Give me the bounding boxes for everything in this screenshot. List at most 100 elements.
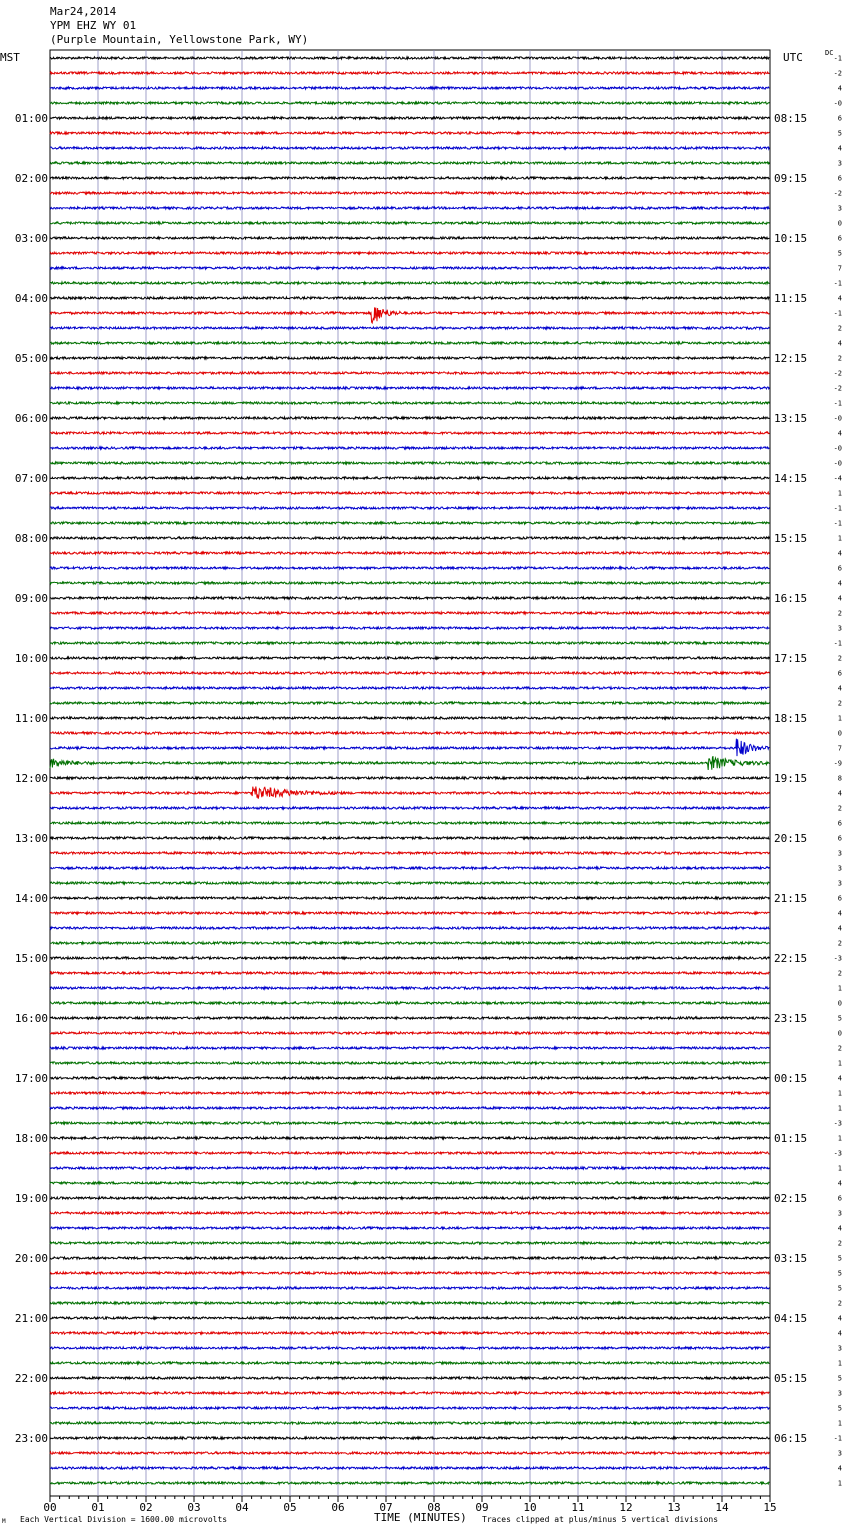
- dc-offset-label: -9: [834, 760, 842, 768]
- dc-offset-label: 4: [838, 430, 842, 438]
- seismic-trace-48: [49, 756, 770, 771]
- x-tick-label: 02: [139, 1501, 152, 1514]
- dc-offset-label: 3: [838, 160, 842, 168]
- right-hour-label: 18:15: [774, 712, 807, 725]
- dc-offset-label: 1: [838, 1105, 842, 1113]
- dc-offset-label: 7: [838, 265, 842, 273]
- seismic-trace-1: [49, 55, 770, 61]
- seismic-trace-72: [49, 1120, 770, 1126]
- dc-offset-label: 5: [838, 1405, 842, 1413]
- left-hour-label: 08:00: [15, 532, 48, 545]
- seismic-trace-95: [49, 1465, 770, 1471]
- seismic-trace-35: [49, 565, 770, 572]
- dc-offset-label: 4: [838, 1225, 842, 1233]
- seismic-trace-31: [49, 505, 770, 511]
- dc-offset-label: 2: [838, 1045, 842, 1053]
- left-hour-label: 23:00: [15, 1432, 48, 1445]
- dc-offset-label: 6: [838, 670, 842, 678]
- dc-offset-label: 3: [838, 1390, 842, 1398]
- seismic-trace-7: [49, 145, 770, 151]
- seismic-trace-61: [50, 955, 770, 962]
- station-location: (Purple Mountain, Yellowstone Park, WY): [50, 33, 309, 46]
- dc-offset-label: 4: [838, 1330, 842, 1338]
- dc-offset-label: 5: [838, 1270, 842, 1278]
- seismic-trace-69: [50, 1075, 770, 1081]
- dc-offset-label: 0: [838, 1000, 842, 1008]
- dc-offset-label: -0: [834, 100, 842, 108]
- seismic-trace-63: [49, 985, 770, 991]
- dc-offset-label: -4: [834, 475, 842, 483]
- right-hour-label: 17:15: [774, 652, 807, 665]
- seismic-trace-62: [49, 970, 770, 976]
- seismic-trace-5: [49, 115, 770, 121]
- dc-offset-label: 6: [838, 565, 842, 573]
- left-hour-label: 13:00: [15, 832, 48, 845]
- dc-offset-label: 4: [838, 925, 842, 933]
- seismic-trace-71: [49, 1105, 770, 1111]
- right-hour-label: 20:15: [774, 832, 807, 845]
- right-hour-label: 11:15: [774, 292, 807, 305]
- dc-offset-label: -3: [834, 1120, 842, 1128]
- left-hour-label: 03:00: [15, 232, 48, 245]
- seismic-trace-42: [49, 670, 770, 676]
- seismic-trace-20: [49, 340, 770, 346]
- dc-offset-label: 4: [838, 580, 842, 588]
- corner-mark: M: [2, 1518, 6, 1525]
- left-hour-label: 17:00: [15, 1072, 48, 1085]
- dc-offset-label: 2: [838, 1240, 842, 1248]
- dc-offset-label: 2: [838, 805, 842, 813]
- station-code: YPM EHZ WY 01: [50, 19, 137, 32]
- right-hour-label: 21:15: [774, 892, 807, 905]
- dc-offset-label: 5: [838, 130, 842, 138]
- seismic-trace-34: [49, 550, 770, 556]
- seismic-trace-80: [49, 1240, 770, 1246]
- left-hour-label: 07:00: [15, 472, 48, 485]
- right-timezone-label: UTC: [783, 51, 803, 64]
- dc-offset-label: 4: [838, 1075, 842, 1083]
- right-hour-label: 22:15: [774, 952, 807, 965]
- left-hour-label: 09:00: [15, 592, 48, 605]
- dc-offset-label: 3: [838, 1345, 842, 1353]
- seismic-trace-67: [49, 1045, 770, 1051]
- x-tick-label: 01: [91, 1501, 104, 1514]
- dc-offset-label: -0: [834, 445, 842, 453]
- right-hour-label: 04:15: [774, 1312, 807, 1325]
- seismic-trace-17: [49, 295, 770, 301]
- seismic-trace-60: [49, 940, 770, 946]
- x-tick-label: 09: [475, 1501, 488, 1514]
- seismic-trace-53: [49, 835, 770, 842]
- dc-offset-label: -0: [834, 460, 842, 468]
- seismic-trace-92: [49, 1420, 770, 1426]
- dc-offset-label: -0: [834, 415, 842, 423]
- seismic-trace-50: [49, 786, 770, 799]
- seismic-trace-19: [49, 325, 770, 331]
- dc-offset-label: 5: [838, 1285, 842, 1293]
- left-hour-label: 12:00: [15, 772, 48, 785]
- dc-offset-label: 6: [838, 835, 842, 843]
- dc-offset-label: 3: [838, 880, 842, 888]
- x-tick-label: 14: [715, 1501, 729, 1514]
- seismic-trace-70: [49, 1090, 770, 1097]
- seismic-trace-58: [49, 910, 770, 916]
- seismic-trace-91: [49, 1405, 770, 1411]
- seismic-trace-25: [49, 415, 770, 421]
- dc-offset-label: 1: [838, 490, 842, 498]
- dc-offset-label: 8: [838, 775, 842, 783]
- right-hour-label: 23:15: [774, 1012, 807, 1025]
- dc-offset-label: 2: [838, 325, 842, 333]
- right-hour-label: 19:15: [774, 772, 807, 785]
- seismic-trace-77: [50, 1195, 770, 1201]
- seismic-trace-30: [49, 490, 770, 496]
- dc-offset-label: 6: [838, 235, 842, 243]
- seismic-trace-96: [49, 1480, 770, 1487]
- seismic-trace-36: [49, 580, 770, 586]
- scale-note: Each Vertical Division = 1600.00 microvo…: [20, 1515, 228, 1524]
- right-hour-label: 00:15: [774, 1072, 807, 1085]
- seismic-trace-8: [49, 160, 770, 166]
- seismic-trace-65: [49, 1015, 770, 1021]
- seismic-trace-59: [49, 925, 770, 931]
- dc-offset-label: 0: [838, 1030, 842, 1038]
- left-hour-label: 22:00: [15, 1372, 48, 1385]
- seismic-trace-84: [49, 1300, 770, 1306]
- seismic-trace-32: [49, 520, 770, 526]
